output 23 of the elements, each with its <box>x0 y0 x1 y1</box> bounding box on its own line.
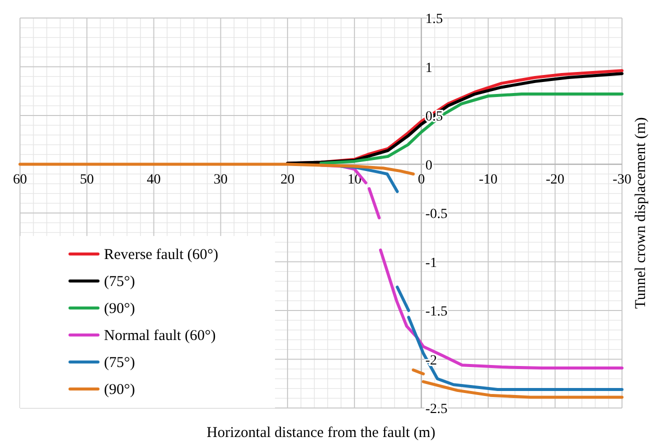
x-tick-label: 50 <box>80 172 94 188</box>
x-tick-label: 20 <box>280 172 295 188</box>
y-tick-label: 1 <box>425 60 432 76</box>
x-tick-label: -30 <box>612 172 632 188</box>
legend-label: (90°) <box>104 382 135 398</box>
legend-label: Normal fault (60°) <box>104 328 216 344</box>
legend-label: Reverse fault (60°) <box>104 247 218 263</box>
y-tick-label: -1.5 <box>425 304 448 320</box>
x-tick-label: 30 <box>214 172 228 188</box>
x-tick-label: -10 <box>478 172 498 188</box>
y-axis-title: Tunnel crown displacement (m) <box>633 117 649 309</box>
legend-label: (75°) <box>104 274 135 290</box>
y-tick-label: -0.5 <box>425 207 448 222</box>
x-tick-label: -20 <box>546 172 564 188</box>
y-tick-label: 1.5 <box>425 12 443 27</box>
x-axis-title: Horizontal distance from the fault (m) <box>206 425 436 441</box>
x-tick-label: 60 <box>13 172 27 188</box>
legend-label: (90°) <box>104 301 135 317</box>
legend-label: (75°) <box>104 355 135 371</box>
y-tick-label: 0 <box>425 158 432 174</box>
x-tick-label: 40 <box>146 172 161 188</box>
y-tick-label: -2.5 <box>425 402 448 417</box>
y-tick-label: -1 <box>425 256 438 271</box>
